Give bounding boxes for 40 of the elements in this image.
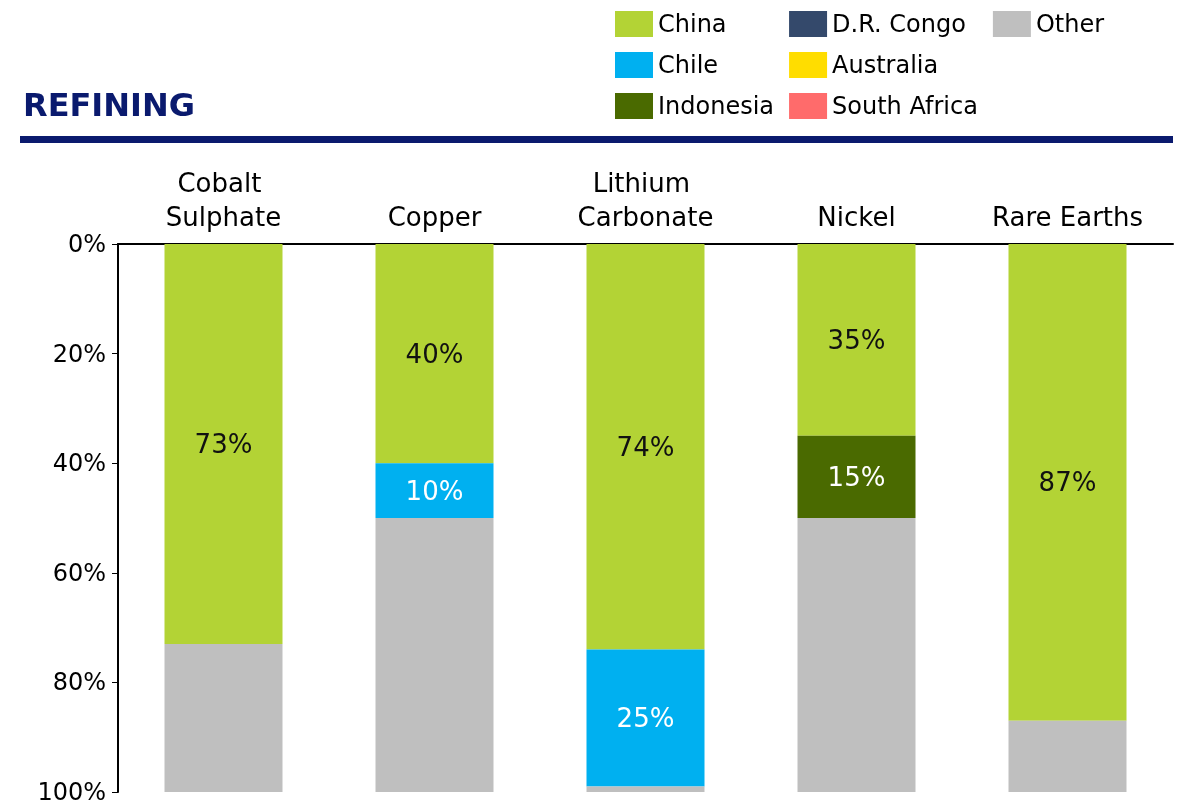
y-tick-label: 40% xyxy=(52,449,106,478)
x-tick-label: Nickel xyxy=(817,202,896,232)
x-tick-label: Cobalt Sulphate xyxy=(165,168,282,232)
legend-label: South Africa xyxy=(832,92,978,120)
bar xyxy=(586,649,705,787)
legend-label: Chile xyxy=(658,51,719,79)
legend-label: Other xyxy=(1035,10,1105,38)
chart-title: REFINING xyxy=(23,86,195,124)
bar xyxy=(797,518,916,792)
data-label: 35% xyxy=(827,324,886,355)
legend-label: Indonesia xyxy=(658,92,775,120)
y-tick-label: 60% xyxy=(52,558,106,587)
data-label: 10% xyxy=(405,475,464,506)
x-tick-label: Lithium Carbonate xyxy=(577,168,714,232)
data-label: 40% xyxy=(405,338,464,369)
bar xyxy=(1008,244,1127,721)
x-tick-label: Copper xyxy=(387,202,482,232)
y-tick-label: 100% xyxy=(37,778,106,806)
bar xyxy=(797,244,916,436)
y-tick-label: 20% xyxy=(52,339,106,368)
bar xyxy=(164,244,283,645)
bar xyxy=(586,244,705,650)
bar xyxy=(797,435,916,518)
legend-label: Australia xyxy=(832,51,939,79)
bar xyxy=(375,518,494,792)
y-tick-label: 80% xyxy=(52,668,106,697)
data-label: 15% xyxy=(827,461,886,492)
legend-label: China xyxy=(658,10,727,38)
legend-label: D.R. Congo xyxy=(832,10,966,38)
y-tick-label: 0% xyxy=(67,230,106,258)
bar xyxy=(164,644,283,792)
bar xyxy=(375,244,494,464)
bar xyxy=(1008,720,1127,792)
data-label: 74% xyxy=(616,431,675,462)
data-label: 25% xyxy=(616,703,675,734)
bar xyxy=(586,786,705,792)
data-label: 87% xyxy=(1038,467,1097,498)
x-tick-label: Rare Earths xyxy=(991,202,1144,232)
bar xyxy=(375,463,494,518)
data-label: 73% xyxy=(194,429,253,460)
